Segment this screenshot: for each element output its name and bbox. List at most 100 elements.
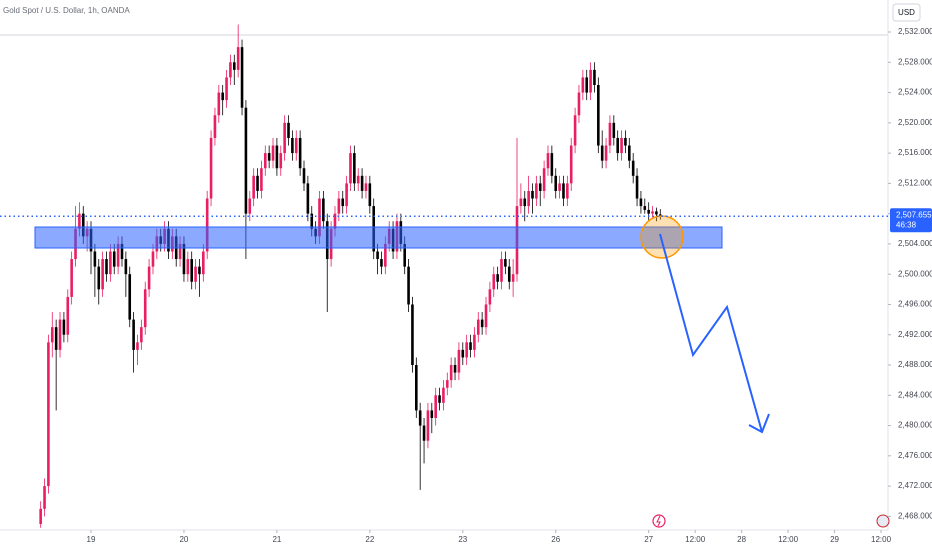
candle-body [260,168,263,191]
candle-body [631,160,635,176]
candle-body [628,145,631,161]
currency-label[interactable]: USD [898,8,915,17]
candle-body [504,259,507,267]
candle-body [476,319,480,335]
candle-body [43,486,46,509]
y-tick-label: 2,504.000 [898,239,932,248]
candle-body [473,334,476,350]
candle-body [449,365,453,381]
candle-body [620,137,623,154]
candle-body [302,168,306,184]
candle-body [535,183,538,199]
candle-body [415,365,418,411]
candle-body [252,175,255,199]
candle-body [624,137,627,146]
candle-body [426,410,430,441]
y-tick-label: 2,516.000 [898,148,932,157]
candle-body [194,266,197,282]
candle-body [519,198,523,207]
y-tick-label: 2,472.000 [898,481,932,490]
x-tick-label: 12:00 [778,535,799,544]
candle-body [384,243,387,267]
candle-body [147,266,151,290]
candle-body [298,137,302,169]
candle-body [577,92,581,116]
candle-body [244,107,248,214]
candle-body [434,395,437,418]
x-tick-label: 19 [87,535,96,544]
candle-body [546,153,550,169]
event-icon[interactable] [652,514,666,528]
candle-body [438,395,441,403]
y-tick-label: 2,532.000 [898,27,932,36]
candle-body [364,183,368,191]
candle-body [182,243,186,275]
candle-body [124,259,128,275]
candle-body [597,84,600,146]
candle-body [322,198,325,222]
candle-body [209,137,213,199]
candle-body [202,251,205,275]
arrow-head [748,413,770,434]
candle-body [589,69,592,93]
candle-body [306,183,310,214]
x-tick-label: 21 [272,535,281,544]
candle-body [647,209,650,214]
candle-body [593,69,596,85]
candle-body [47,342,50,487]
candle-body [353,153,356,184]
candle-body [523,198,527,207]
candle-body [109,251,112,275]
candle-body [507,266,511,282]
candle-body [511,274,515,282]
candle-body [527,190,530,207]
y-tick-label: 2,520.000 [898,118,932,127]
candle-body [407,266,410,305]
candle-body [275,145,279,169]
candle-body [279,153,283,169]
currency-button[interactable] [892,3,921,22]
candle-body [50,327,54,343]
candle-body [345,183,348,207]
candle-body [39,508,42,524]
candle-body [271,145,275,161]
candle-body [430,410,434,418]
candle-body [608,122,612,146]
x-tick-label: 12:00 [685,535,706,544]
x-tick-label: 26 [551,535,560,544]
candle-body [480,319,484,328]
candle-body [445,380,449,388]
y-tick-label: 2,500.000 [898,269,932,278]
candle-body [538,183,542,191]
candle-body [205,198,209,252]
candle-body [411,304,414,366]
candle-body [550,153,554,176]
candle-body [457,349,461,373]
x-tick-label: 22 [365,535,374,544]
candle-body [93,251,97,267]
highlight-circle [640,215,684,259]
candle-body [291,137,294,154]
candle-body [600,145,604,161]
candle-body [585,77,589,93]
candle-body [190,259,193,282]
candle-body [105,259,108,275]
y-tick-label: 2,468.000 [898,511,932,520]
event-bolt [656,515,661,527]
candle-body [643,206,647,210]
flag-icon[interactable] [876,514,890,528]
candle-body [112,251,116,267]
candle-body [132,319,135,350]
candle-body [376,251,379,260]
candle-body [566,183,569,199]
candle-body [558,183,561,191]
candle-body [116,243,120,267]
candle-body [186,259,190,275]
candle-body [554,175,558,191]
candle-body [349,153,352,184]
candle-body [360,175,364,191]
y-tick-label: 2,480.000 [898,421,932,430]
candle-body [422,425,426,441]
